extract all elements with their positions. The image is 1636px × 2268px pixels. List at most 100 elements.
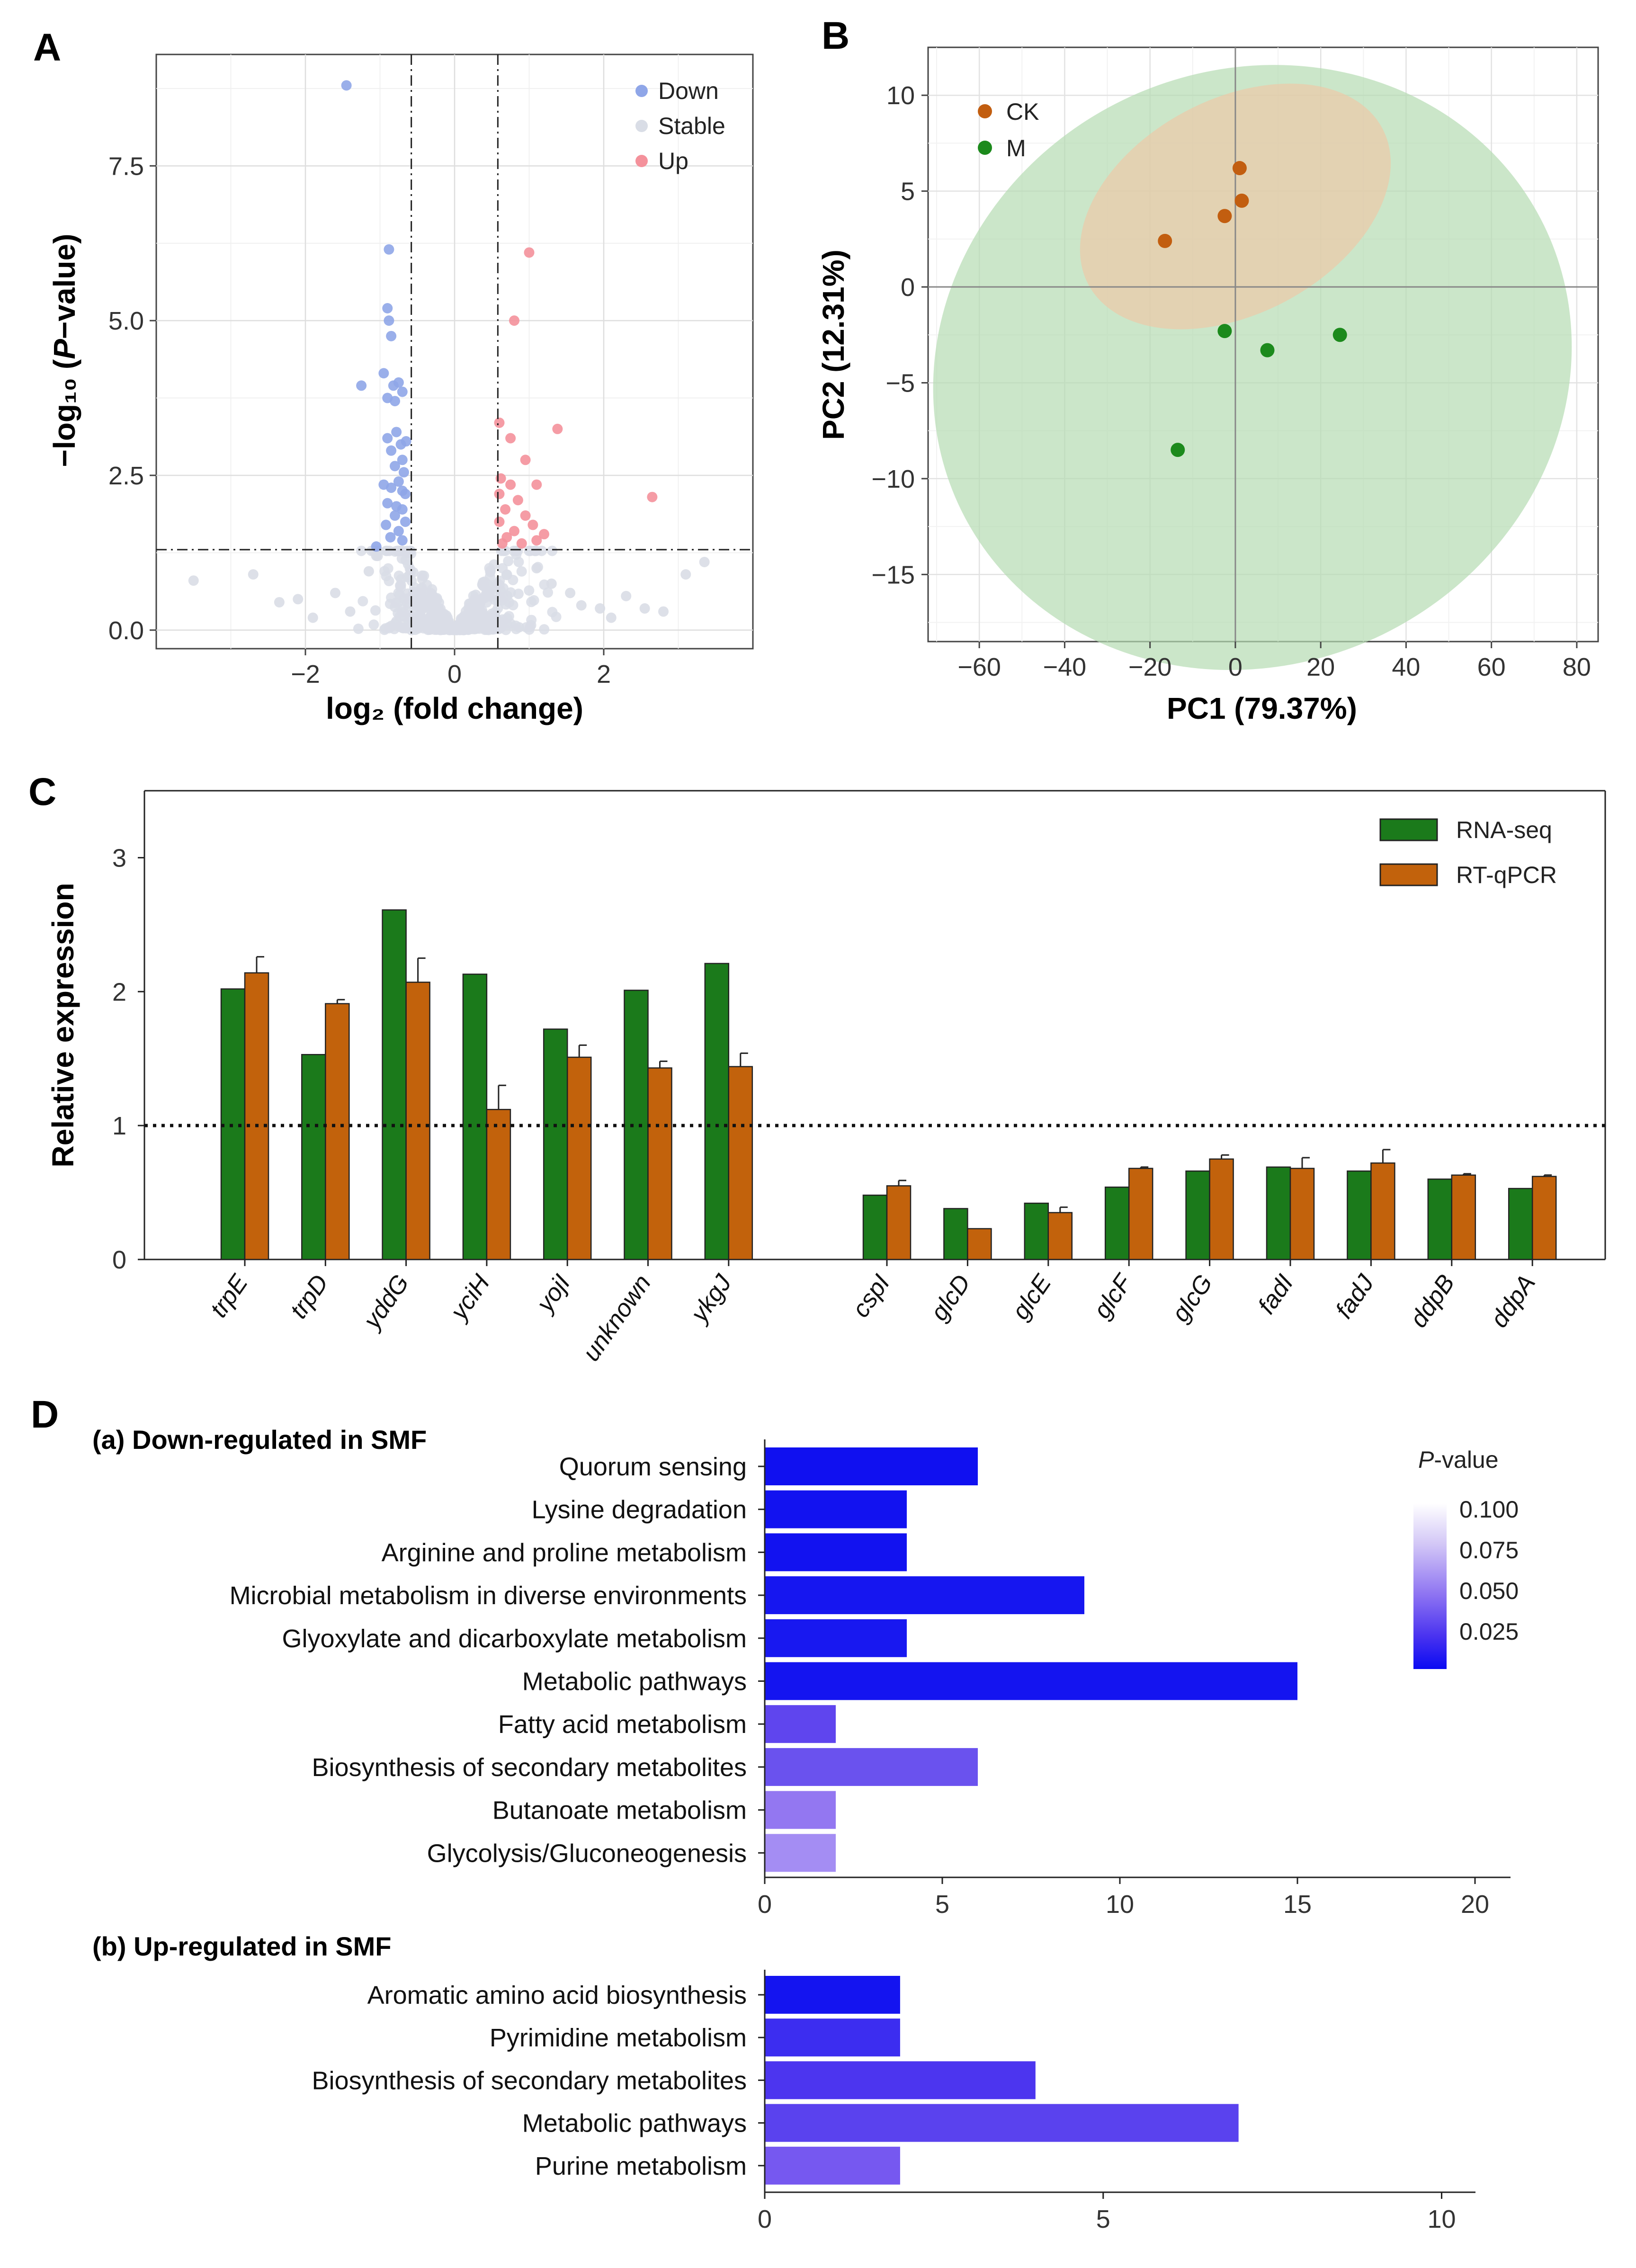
legend-up-label: Up — [658, 148, 688, 174]
down-point-5 — [356, 380, 367, 391]
pca-point-ck-3 — [1232, 161, 1247, 176]
up-point-10 — [512, 495, 523, 506]
pca-point-m-3 — [1171, 443, 1185, 457]
bar-rtqpcr-cspI — [886, 1185, 912, 1260]
down-point-16 — [386, 445, 397, 456]
stable-point-480 — [482, 625, 492, 635]
legend-rtqpcr-swatch — [1379, 863, 1438, 886]
pca-y-label: PC2 (12.31%) — [816, 250, 850, 440]
bar-rtqpcr-fadJ — [1370, 1162, 1395, 1260]
bar-rnaseq-glcD — [943, 1208, 968, 1260]
down-point-31 — [393, 526, 404, 536]
legend-ck-swatch — [978, 104, 992, 118]
stable-point-466 — [435, 622, 446, 633]
stable-point-508 — [437, 614, 447, 625]
up-regulated-title: (b) Up-regulated in SMF — [92, 1931, 392, 1961]
expression-bars: trpE trpD yddG yciH yojI unknown ykgJ cspI glcD g… — [144, 909, 1605, 1366]
stable-outlier-9 — [621, 590, 632, 601]
stable-outlier-12 — [680, 569, 691, 580]
bar-rtqpcr-glcD — [967, 1228, 992, 1260]
stable-outlier-11 — [658, 606, 669, 617]
bar-rnaseq-glcE — [1024, 1202, 1049, 1260]
down-point-18 — [390, 461, 400, 472]
bar-down-0 — [765, 1447, 978, 1485]
stable-point-514 — [444, 623, 455, 634]
enrichment-charts: (a) Down-regulated in SMF (b) Up-regulat… — [92, 1425, 1519, 2233]
expression-ytick-label-3: 3 — [112, 844, 126, 872]
gene-label-yciH: yciH — [445, 1269, 495, 1326]
gene-label-ykgJ: ykgJ — [685, 1269, 737, 1328]
term-label-down-3: Microbial metabolism in diverse environm… — [230, 1581, 747, 1610]
pca-ytick-label-0: −15 — [871, 561, 915, 589]
stable-point-476 — [503, 556, 514, 567]
down-point-29 — [381, 519, 392, 530]
term-label-down-7: Biosynthesis of secondary metabolites — [312, 1753, 747, 1782]
pca-ytick-label-2: −5 — [885, 369, 915, 397]
stable-point-473 — [521, 622, 532, 633]
volcano-ytick-label-1: 2.5 — [108, 462, 144, 490]
term-label-up-1: Pyrimidine metabolism — [490, 2024, 747, 2052]
legend-m-label: M — [1006, 135, 1026, 161]
gene-label-fadJ: fadJ — [1330, 1269, 1379, 1324]
bar-rtqpcr-ykgJ — [728, 1066, 753, 1260]
stable-point-492 — [402, 593, 413, 604]
up-point-8 — [531, 479, 542, 490]
stable-point-351 — [353, 624, 364, 634]
stable-point-391 — [381, 545, 392, 556]
pca-xtick-label-3: 0 — [1228, 653, 1243, 681]
stable-point-517 — [413, 602, 424, 613]
pca-ellipses — [933, 65, 1572, 670]
bar-rnaseq-ddpA — [1508, 1188, 1533, 1260]
down-point-2 — [382, 303, 393, 313]
bar-rtqpcr-glcE — [1047, 1212, 1073, 1260]
down-xtick-label-2: 10 — [1106, 1890, 1134, 1919]
gene-label-cspI: cspI — [847, 1270, 895, 1322]
stable-point-461 — [384, 598, 395, 609]
pvalue-legend-title: P-value — [1418, 1447, 1499, 1473]
legend-rnaseq-label: RNA-seq — [1456, 817, 1552, 843]
pca-plot: −60 −40 −20 0 20 40 60 80 −15 −10 −5 0 5 10 PC1 (79.3… — [816, 46, 1599, 725]
gene-label-trpD: trpD — [285, 1270, 334, 1324]
stable-point-494 — [425, 618, 436, 629]
term-label-down-9: Glycolysis/Gluconeogenesis — [427, 1839, 747, 1867]
up-point-1 — [509, 315, 519, 326]
bar-rnaseq-trpD — [301, 1054, 326, 1260]
bar-rnaseq-cspI — [862, 1194, 888, 1260]
bar-rnaseq-ykgJ — [704, 963, 730, 1260]
stable-point-489 — [411, 612, 422, 623]
volcano-ytick-label-2: 5.0 — [108, 307, 144, 335]
down-point-11 — [397, 386, 408, 397]
up-point-4 — [552, 423, 563, 434]
stable-point-512 — [400, 555, 411, 566]
pca-xtick-label-7: 80 — [1563, 653, 1591, 681]
down-point-6 — [378, 368, 389, 379]
pca-x-label: PC1 (79.37%) — [1167, 691, 1357, 725]
bar-down-3 — [765, 1576, 1084, 1615]
up-point-0 — [524, 247, 535, 258]
pca-point-ck-0 — [1158, 233, 1172, 248]
volcano-ticks: −2 0 2 0.0 2.5 5.0 7.5 — [108, 152, 611, 688]
stable-outlier-14 — [565, 588, 576, 598]
bar-down-8 — [765, 1791, 836, 1829]
stable-point-217 — [368, 619, 379, 630]
stable-outlier-13 — [699, 556, 710, 567]
pca-xtick-label-4: 20 — [1306, 653, 1335, 681]
volcano-plot: −2 0 2 0.0 2.5 5.0 7.5 log₂ (fold change) −log… — [47, 54, 754, 725]
down-xtick-label-1: 5 — [935, 1890, 949, 1919]
term-label-up-2: Biosynthesis of secondary metabolites — [312, 2066, 747, 2095]
term-label-up-4: Purine metabolism — [535, 2152, 747, 2180]
volcano-xtick-label-0: −2 — [291, 660, 320, 688]
stable-outlier-1 — [248, 569, 259, 580]
stable-point-495 — [484, 587, 495, 598]
stable-outlier-19 — [606, 612, 617, 623]
bar-rnaseq-glcG — [1185, 1170, 1210, 1260]
up-xtick-label-2: 10 — [1427, 2205, 1456, 2233]
pca-ticks: −60 −40 −20 0 20 40 60 80 −15 −10 −5 0 5 10 — [871, 81, 1591, 681]
volcano-y-label-part-3: −value) — [47, 234, 81, 339]
expression-ytick-label-0: 0 — [112, 1246, 126, 1274]
gene-label-glcF: glcF — [1088, 1268, 1138, 1323]
gene-label-fadI: fadI — [1253, 1270, 1299, 1319]
pvalue-legend-ticks: 0.100 0.075 0.050 0.025 — [1447, 1496, 1519, 1645]
expression-ticks: 0 1 2 3 — [112, 844, 144, 1274]
